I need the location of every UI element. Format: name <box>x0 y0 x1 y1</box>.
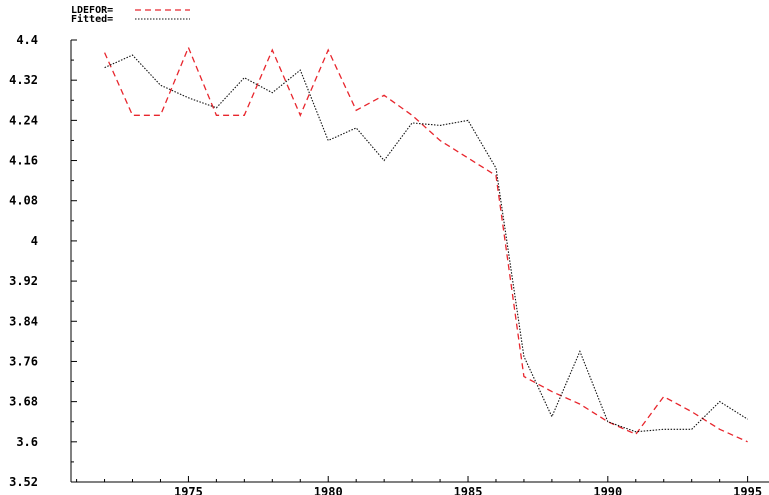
y-tick-label: 4.08 <box>9 194 38 208</box>
y-tick-label: 4.16 <box>9 154 38 168</box>
x-tick-label: 1975 <box>174 485 203 495</box>
x-tick-label: 1995 <box>733 485 762 495</box>
series-line-fitted <box>104 54 748 433</box>
legend-label: Fitted= <box>71 13 113 25</box>
series-group <box>104 45 748 443</box>
y-tick-label: 3.6 <box>16 435 38 449</box>
series-line-ldefor <box>104 45 748 443</box>
x-tick-label: 1990 <box>593 485 622 495</box>
axes: 3.52 3.6 3.68 3.76 3.84 3.92 4 4.08 4.16 4.24 4.32… <box>9 33 769 495</box>
y-tick-label: 4.32 <box>9 73 38 87</box>
y-tick-label: 3.68 <box>9 395 38 409</box>
y-tick-label: 3.84 <box>9 314 38 328</box>
legend: LDEFOR=Fitted= <box>71 5 190 25</box>
y-tick-label: 3.76 <box>9 354 38 368</box>
x-tick-label: 1980 <box>314 485 343 495</box>
x-tick-label: 1985 <box>454 485 483 495</box>
legend-label: LDEFOR= <box>71 5 113 16</box>
y-tick-label: 3.52 <box>9 475 38 489</box>
y-tick-label: 3.92 <box>9 274 38 288</box>
y-tick-label: 4.4 <box>16 33 38 47</box>
y-tick-label: 4 <box>31 234 38 248</box>
y-tick-label: 4.24 <box>9 113 38 127</box>
